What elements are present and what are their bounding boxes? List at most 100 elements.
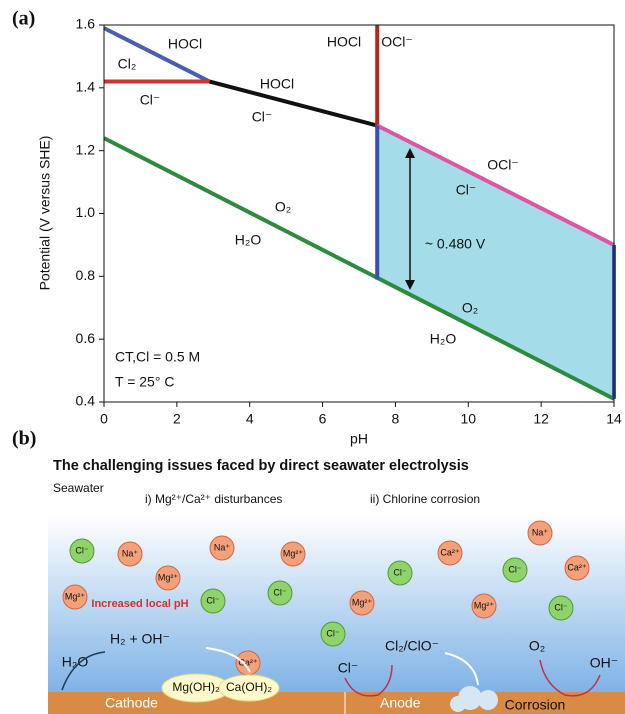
ion — [437, 540, 463, 566]
electrode-label: Anode — [380, 695, 421, 711]
ion-label: Cl⁻ — [326, 628, 339, 638]
y-tick-label: 1.2 — [76, 141, 96, 157]
x-axis-label: pH — [350, 431, 368, 447]
ion — [117, 541, 143, 567]
ion-label: Cl⁻ — [75, 545, 88, 555]
annotation: HOCl — [260, 76, 294, 92]
arrow — [61, 651, 106, 691]
seawater-label: Seawater — [53, 481, 104, 495]
reaction-label: Cl₂/ClO⁻ — [385, 638, 439, 654]
boundary-line — [103, 26, 211, 84]
ion-label: Cl⁻ — [206, 595, 219, 605]
reaction-label: H₂O — [62, 654, 89, 670]
ion-label: Ca²⁺ — [567, 562, 587, 572]
diagram-title: The challenging issues faced by direct s… — [53, 458, 469, 474]
y-tick-label: 0.6 — [76, 330, 96, 346]
ion-label: Cl⁻ — [508, 564, 521, 574]
x-tick-label: 10 — [460, 411, 476, 427]
boundary-line — [209, 79, 378, 128]
ion — [62, 584, 88, 610]
corrosion-label: Corrosion — [505, 697, 566, 713]
ion — [548, 595, 574, 621]
annotation: Cl⁻ — [140, 92, 161, 108]
ion — [527, 520, 553, 546]
ion-label: Mg²⁺ — [283, 548, 303, 558]
annotation: Cl₂ — [118, 56, 137, 72]
x-tick-label: 4 — [246, 411, 254, 427]
ion-label: Cl⁻ — [273, 587, 286, 597]
arrow — [444, 652, 479, 686]
local-ph-label: Increased local pH — [91, 598, 188, 610]
ion — [320, 621, 346, 647]
x-tick-label: 2 — [173, 411, 181, 427]
seawater — [48, 515, 625, 692]
ion — [69, 538, 95, 564]
ion-label: Ca²⁺ — [440, 547, 460, 557]
stable-window — [377, 125, 614, 399]
annotation: T = 25° C — [115, 374, 174, 390]
plot-area — [103, 25, 616, 401]
panel-label: (b) — [12, 428, 36, 450]
annotation: ~ 0.480 V — [425, 236, 486, 252]
y-tick-label: 1.0 — [76, 204, 96, 220]
x-tick-label: 6 — [319, 411, 327, 427]
arrow — [205, 647, 251, 673]
ion-label: Na⁺ — [214, 542, 231, 552]
x-tick-label: 8 — [392, 411, 400, 427]
ion — [387, 560, 413, 586]
ion — [155, 565, 181, 591]
annotation: H₂O — [235, 232, 262, 248]
annotation: OCl⁻ — [487, 157, 519, 173]
annotation: H₂O — [430, 331, 457, 347]
ion-label: Na⁺ — [532, 527, 549, 537]
boundary-line — [376, 123, 615, 247]
ion-label: Mg²⁺ — [65, 591, 85, 601]
annotation: O₂ — [462, 300, 478, 316]
y-tick-label: 0.4 — [76, 393, 96, 409]
annotation: CT,Cl = 0.5 M — [115, 349, 200, 365]
annotation: HOCl — [168, 36, 202, 52]
ion — [209, 535, 235, 561]
y-axis-label: Potential (V versus SHE) — [37, 136, 53, 291]
reaction-label: OH⁻ — [590, 655, 618, 671]
annotation: OCl⁻ — [381, 34, 413, 50]
section-title: i) Mg²⁺/Ca²⁺ disturbances — [145, 492, 282, 506]
ion — [564, 555, 590, 581]
ion-label: Cl⁻ — [393, 567, 406, 577]
ion — [502, 557, 528, 583]
section-title: ii) Chlorine corrosion — [370, 492, 480, 506]
precipitate-label: Ca(OH)₂ — [226, 680, 272, 694]
x-tick-label: 12 — [533, 411, 549, 427]
x-tick-label: 14 — [606, 411, 622, 427]
boundary-line — [103, 136, 615, 401]
reaction-label: O₂ — [529, 638, 545, 654]
ion — [280, 541, 306, 567]
ion — [349, 590, 375, 616]
reaction-label: H₂ + OH⁻ — [110, 631, 170, 647]
corrosion-pit — [450, 686, 498, 712]
panel-label: (a) — [12, 8, 35, 30]
potential-arrow — [405, 148, 415, 290]
y-tick-label: 0.8 — [76, 267, 96, 283]
ion-label: Mg²⁺ — [352, 597, 372, 607]
annotation: Cl⁻ — [252, 109, 273, 125]
precipitate-label: Mg(OH)₂ — [172, 680, 220, 694]
ions: Cl⁻ Na⁺ Na⁺ Mg²⁺ Mg²⁺ Mg²⁺ Cl⁻ Cl⁻ Ca²⁺ Na⁺ Ca²⁺ Cl… — [62, 520, 590, 676]
ion-label: Ca²⁺ — [238, 657, 258, 667]
ion-label: Na⁺ — [122, 548, 139, 558]
ion — [471, 593, 497, 619]
ion — [267, 580, 293, 606]
arrow — [344, 664, 393, 697]
y-tick-label: 1.4 — [76, 79, 96, 95]
ion-label: Mg²⁺ — [158, 572, 178, 582]
y-tick-label: 1.6 — [76, 16, 96, 32]
ion-label: Cl⁻ — [554, 602, 567, 612]
annotation: HOCl — [327, 34, 361, 50]
annotation: O₂ — [275, 199, 291, 215]
x-tick-label: 0 — [100, 411, 108, 427]
reaction-label: Cl⁻ — [338, 660, 359, 676]
ion-label: Mg²⁺ — [474, 600, 494, 610]
arrow — [539, 659, 601, 697]
